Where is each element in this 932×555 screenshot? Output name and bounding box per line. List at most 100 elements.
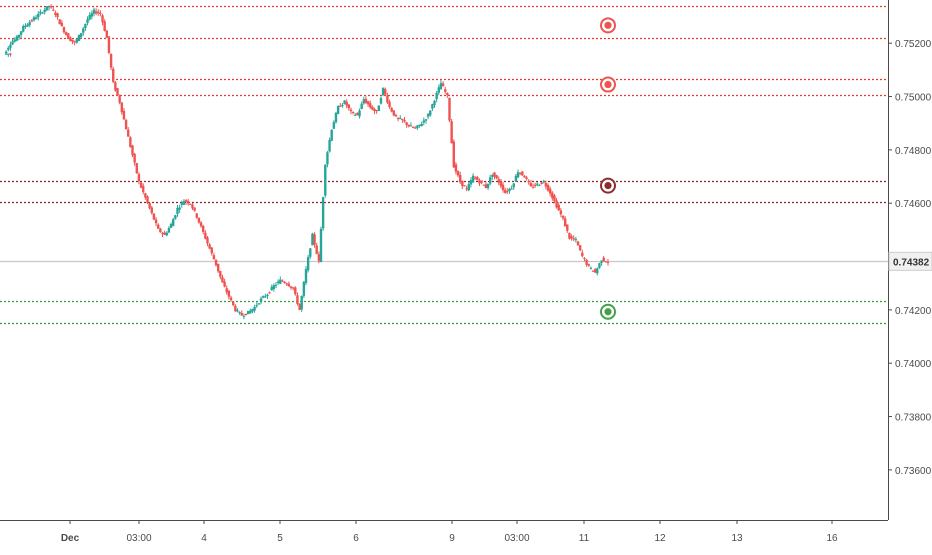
candle-body — [131, 145, 134, 156]
candle-body — [92, 9, 96, 14]
time-tick-label: 16 — [826, 533, 838, 544]
price-tick-label: 0.74800 — [895, 146, 932, 157]
candle-body — [15, 36, 19, 41]
candle-body — [574, 239, 578, 241]
candle-body — [112, 68, 115, 82]
candle-body — [493, 172, 496, 177]
candle-body — [598, 263, 601, 268]
candle-body — [484, 184, 488, 189]
candle-body — [268, 292, 271, 294]
candle-body — [71, 39, 74, 42]
candle-body — [276, 281, 280, 284]
candle-body — [180, 202, 183, 205]
target-icon[interactable] — [600, 17, 616, 34]
candle-body — [596, 268, 599, 274]
candle-body — [195, 213, 198, 218]
candle-body — [495, 175, 498, 179]
candle-body — [251, 309, 254, 312]
candle-body — [411, 127, 415, 129]
candle-body — [444, 89, 447, 92]
candle-body — [431, 104, 434, 109]
candle-body — [589, 267, 593, 269]
candle-body — [407, 124, 411, 127]
candle-body — [191, 204, 194, 209]
candle-body — [62, 27, 66, 33]
candle-body — [433, 100, 436, 106]
candle-body — [133, 153, 136, 163]
candle-body — [204, 232, 207, 239]
candle-body — [309, 248, 312, 257]
target-icon-dot — [604, 182, 612, 190]
candle-body — [9, 44, 12, 48]
candle-body — [585, 259, 588, 265]
candle-body — [176, 207, 179, 215]
candle-body — [497, 179, 500, 183]
candle-body — [533, 184, 537, 186]
candle-body — [358, 110, 361, 117]
candle-body — [546, 184, 550, 191]
candle-body — [32, 17, 36, 21]
candle-body — [7, 47, 10, 50]
candle-body — [467, 184, 470, 191]
candle-body — [491, 175, 494, 177]
candle-body — [306, 257, 310, 271]
candle-body — [488, 177, 492, 184]
time-tick-label: 12 — [654, 533, 666, 544]
candle-body — [384, 89, 387, 95]
candle-body — [369, 103, 372, 108]
candle-body — [469, 180, 473, 185]
candle-body — [139, 182, 143, 188]
price-tick-label: 0.75200 — [895, 39, 932, 50]
candle-body — [216, 263, 220, 272]
candle-body — [591, 270, 595, 272]
candle-body — [437, 87, 440, 93]
candle-body — [197, 217, 201, 223]
candle-body — [377, 105, 381, 112]
candle-body — [242, 315, 246, 317]
candle-body — [97, 11, 100, 14]
candle-body — [86, 19, 89, 24]
candle-body — [56, 13, 59, 18]
candle-body — [439, 83, 443, 90]
candle-body — [298, 303, 301, 310]
candle-body — [193, 207, 196, 211]
candle-body — [22, 25, 25, 32]
candle-body — [332, 122, 336, 129]
candle-body — [521, 171, 524, 176]
candle-body — [371, 106, 374, 110]
candle-body — [420, 123, 423, 127]
candle-body — [454, 164, 458, 172]
candle-body — [604, 261, 608, 263]
candle-body — [246, 310, 250, 315]
candle-body — [184, 200, 188, 202]
candle-body — [221, 277, 224, 283]
candle-body — [399, 118, 402, 120]
target-icon[interactable] — [600, 177, 616, 194]
candle-body — [294, 287, 297, 295]
candle-body — [148, 203, 151, 209]
candle-body — [593, 269, 597, 273]
target-icon[interactable] — [600, 303, 616, 320]
candle-body — [84, 23, 87, 28]
candle-body — [503, 190, 507, 193]
candle-body — [559, 210, 563, 215]
candle-body — [587, 264, 590, 266]
candle-body — [461, 180, 464, 187]
candle-body — [381, 87, 385, 96]
candle-body — [448, 97, 451, 121]
candle-body — [388, 101, 391, 108]
candle-body — [67, 33, 70, 40]
candle-body — [159, 228, 162, 233]
candle-body — [414, 127, 417, 129]
candle-body — [525, 177, 528, 179]
candle-body — [508, 188, 511, 192]
candle-body — [4, 51, 8, 54]
candle-body — [182, 201, 186, 205]
target-icon[interactable] — [600, 76, 616, 93]
price-tick-label: 0.75000 — [895, 93, 932, 104]
candle-body — [478, 180, 481, 184]
candle-body — [163, 232, 166, 235]
candle-body — [225, 288, 228, 293]
